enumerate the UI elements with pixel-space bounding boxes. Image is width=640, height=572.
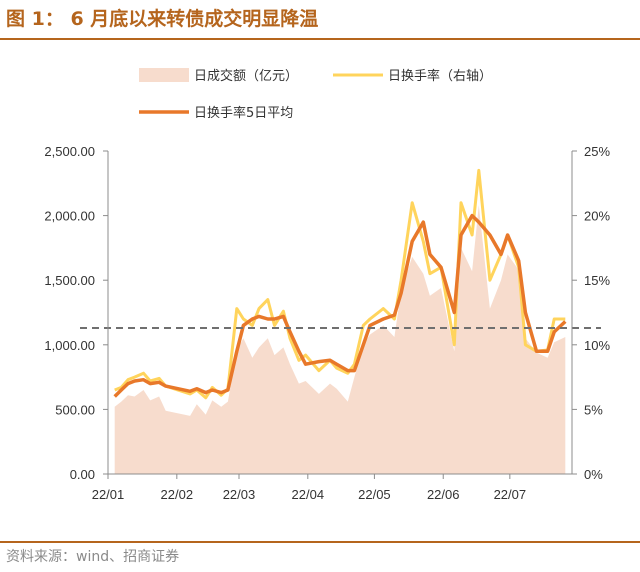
chart-legend: 日成交额（亿元） 日换手率（右轴） 日换手率5日平均 (139, 68, 492, 121)
source-rule (0, 541, 640, 543)
left-y-tick-label: 1,500.00 (44, 273, 95, 288)
title-rule (0, 38, 640, 40)
line-series-ma5 (113, 213, 567, 398)
right-y-tick-label: 25% (584, 144, 610, 159)
plot-area: 0.00 500.00 1,000.00 1,500.00 2,000.00 2,500.… (44, 144, 610, 502)
x-tick-label: 22/06 (427, 487, 460, 502)
x-tick-label: 22/02 (161, 487, 194, 502)
x-tick-label: 22/05 (358, 487, 391, 502)
right-y-tick-label: 0% (584, 467, 603, 482)
legend-turnover-label: 日换手率（右轴） (388, 68, 492, 84)
left-y-tick-label: 1,000.00 (44, 338, 95, 353)
right-y-tick-label: 10% (584, 338, 610, 353)
left-y-tick-label: 2,000.00 (44, 209, 95, 224)
left-y-tick-label: 500.00 (55, 402, 95, 417)
x-tick-label: 22/01 (92, 487, 125, 502)
left-y-tick-label: 0.00 (70, 467, 95, 482)
turnover-chart: 日成交额（亿元） 日换手率（右轴） 日换手率5日平均 0.00 500.00 1,0… (44, 68, 610, 502)
x-tick-label: 22/03 (223, 487, 256, 502)
right-y-tick-label: 20% (584, 209, 610, 224)
legend-area-label: 日成交额（亿元） (194, 68, 298, 84)
x-tick-label: 22/04 (292, 487, 325, 502)
right-y-tick-label: 5% (584, 402, 603, 417)
source-note: 资料来源：wind、招商证券 (6, 549, 180, 565)
figure-title: 图 1： 6 月底以来转债成交明显降温 (6, 8, 319, 30)
x-tick-label: 22/07 (494, 487, 527, 502)
right-y-tick-label: 15% (584, 273, 610, 288)
area-series-volume (114, 205, 566, 475)
legend-ma5-label: 日换手率5日平均 (194, 105, 293, 121)
left-y-tick-label: 2,500.00 (44, 144, 95, 159)
legend-area-swatch (139, 68, 189, 82)
